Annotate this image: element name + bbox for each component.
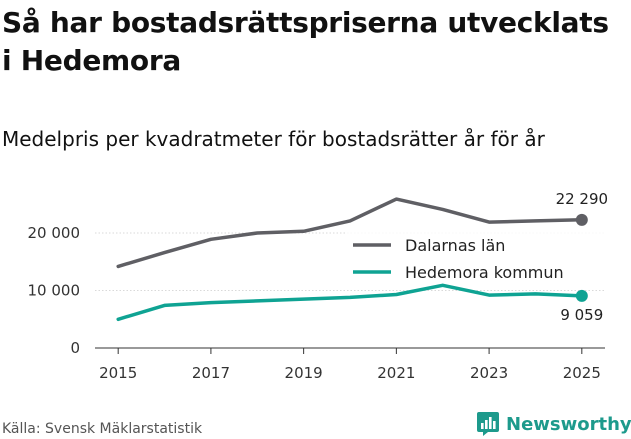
y-tick-label: 10 000 [28,282,81,300]
end-value-label: 22 290 [556,190,609,208]
legend-label: Hedemora kommun [405,263,564,282]
source-note: Källa: Svensk Mäklarstatistik [2,421,203,437]
series-line-0 [116,197,584,269]
line-chart: 0 10 000 20 000 2015 2017 2019 2021 2023 2025 D… [28,190,609,382]
end-value-label: 9 059 [560,306,603,324]
chart-subtitle: Medelpris per kvadratmeter för bostadsrä… [2,127,545,151]
x-axis: 2015 2017 2019 2021 2023 2025 [95,347,605,382]
brand-name: Newsworthy [506,413,631,435]
newsworthy-logo: Newsworthy [476,409,631,439]
newsworthy-icon [477,412,499,436]
x-tick-label: 2025 [563,364,601,382]
end-labels: 22 290 9 059 [556,190,609,324]
y-axis: 0 10 000 20 000 [28,224,81,357]
y-tick-label: 0 [70,339,80,357]
x-tick-label: 2015 [99,364,137,382]
legend: Dalarnas län Hedemora kommun [345,232,607,283]
series-lines [116,197,584,322]
x-tick-label: 2021 [377,364,415,382]
x-tick-label: 2023 [470,364,508,382]
end-marker [575,213,588,226]
series-line-1 [116,283,584,322]
chart-title: Så har bostadsrättspriserna utvecklats i… [2,6,609,77]
end-marker [575,289,588,302]
y-tick-label: 20 000 [28,224,81,242]
legend-label: Dalarnas län [405,236,505,255]
x-tick-label: 2017 [192,364,230,382]
x-tick-label: 2019 [285,364,323,382]
